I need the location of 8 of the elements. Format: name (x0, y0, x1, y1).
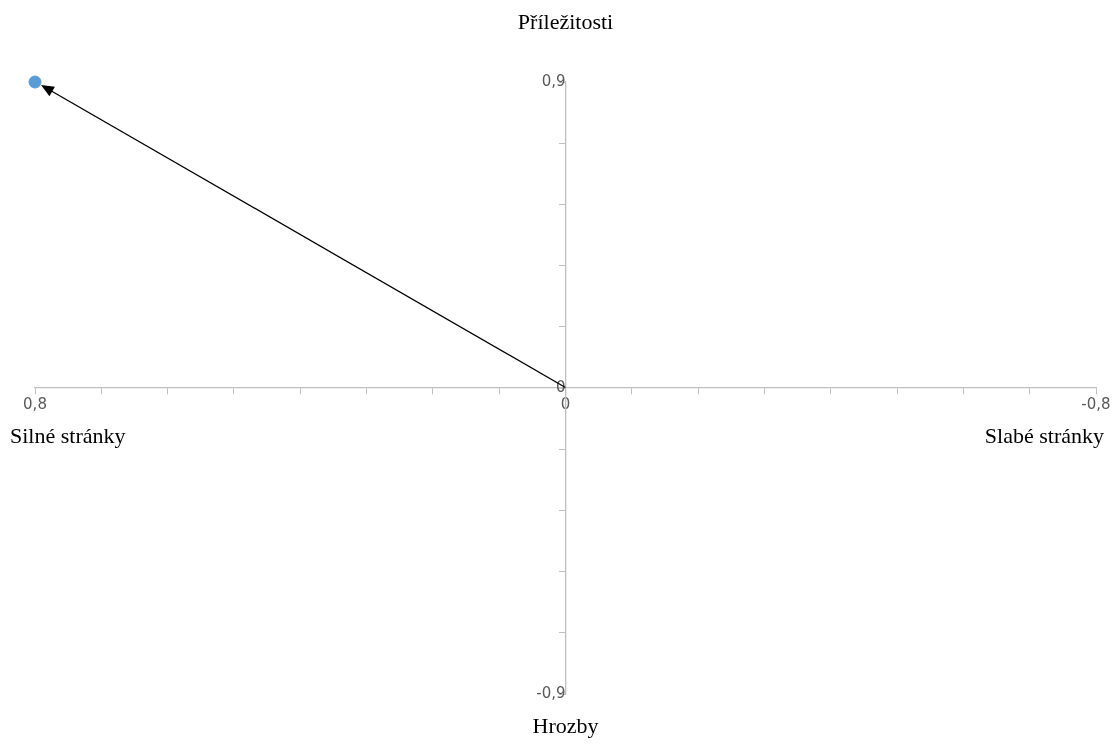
y-tick-label: 0,9 (541, 71, 566, 90)
y-tick-label: -0,9 (536, 683, 566, 702)
text: Příležitosti (517, 8, 614, 34)
x-tick-label: 0,8 (23, 394, 47, 413)
annotation: Silné stránky (10, 422, 126, 448)
text: Hrozby (532, 712, 599, 738)
annotation: Slabé stránky (984, 422, 1104, 448)
x-tick-label: -0,8 (1081, 394, 1111, 413)
